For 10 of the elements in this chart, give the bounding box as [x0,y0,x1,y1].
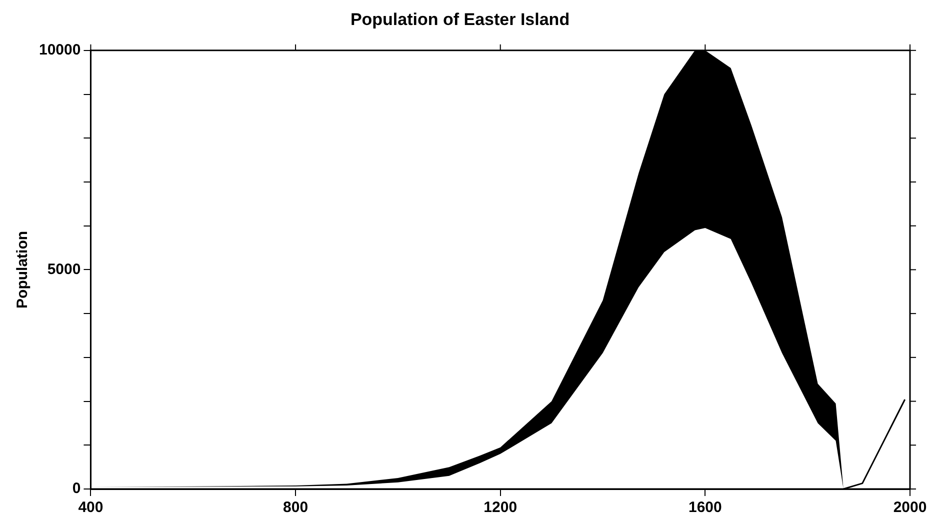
chart-title: Population of Easter Island [350,10,570,29]
y-tick-label: 10000 [38,42,81,59]
x-tick-label: 1200 [484,499,518,516]
x-tick-label: 2000 [893,499,927,516]
x-tick-label: 1600 [688,499,722,516]
y-tick-label: 0 [72,480,81,498]
x-tick-label: 400 [78,499,104,516]
y-tick-label: 5000 [47,260,81,278]
x-tick-label: 800 [283,499,308,516]
y-axis-title: Population [14,230,32,308]
